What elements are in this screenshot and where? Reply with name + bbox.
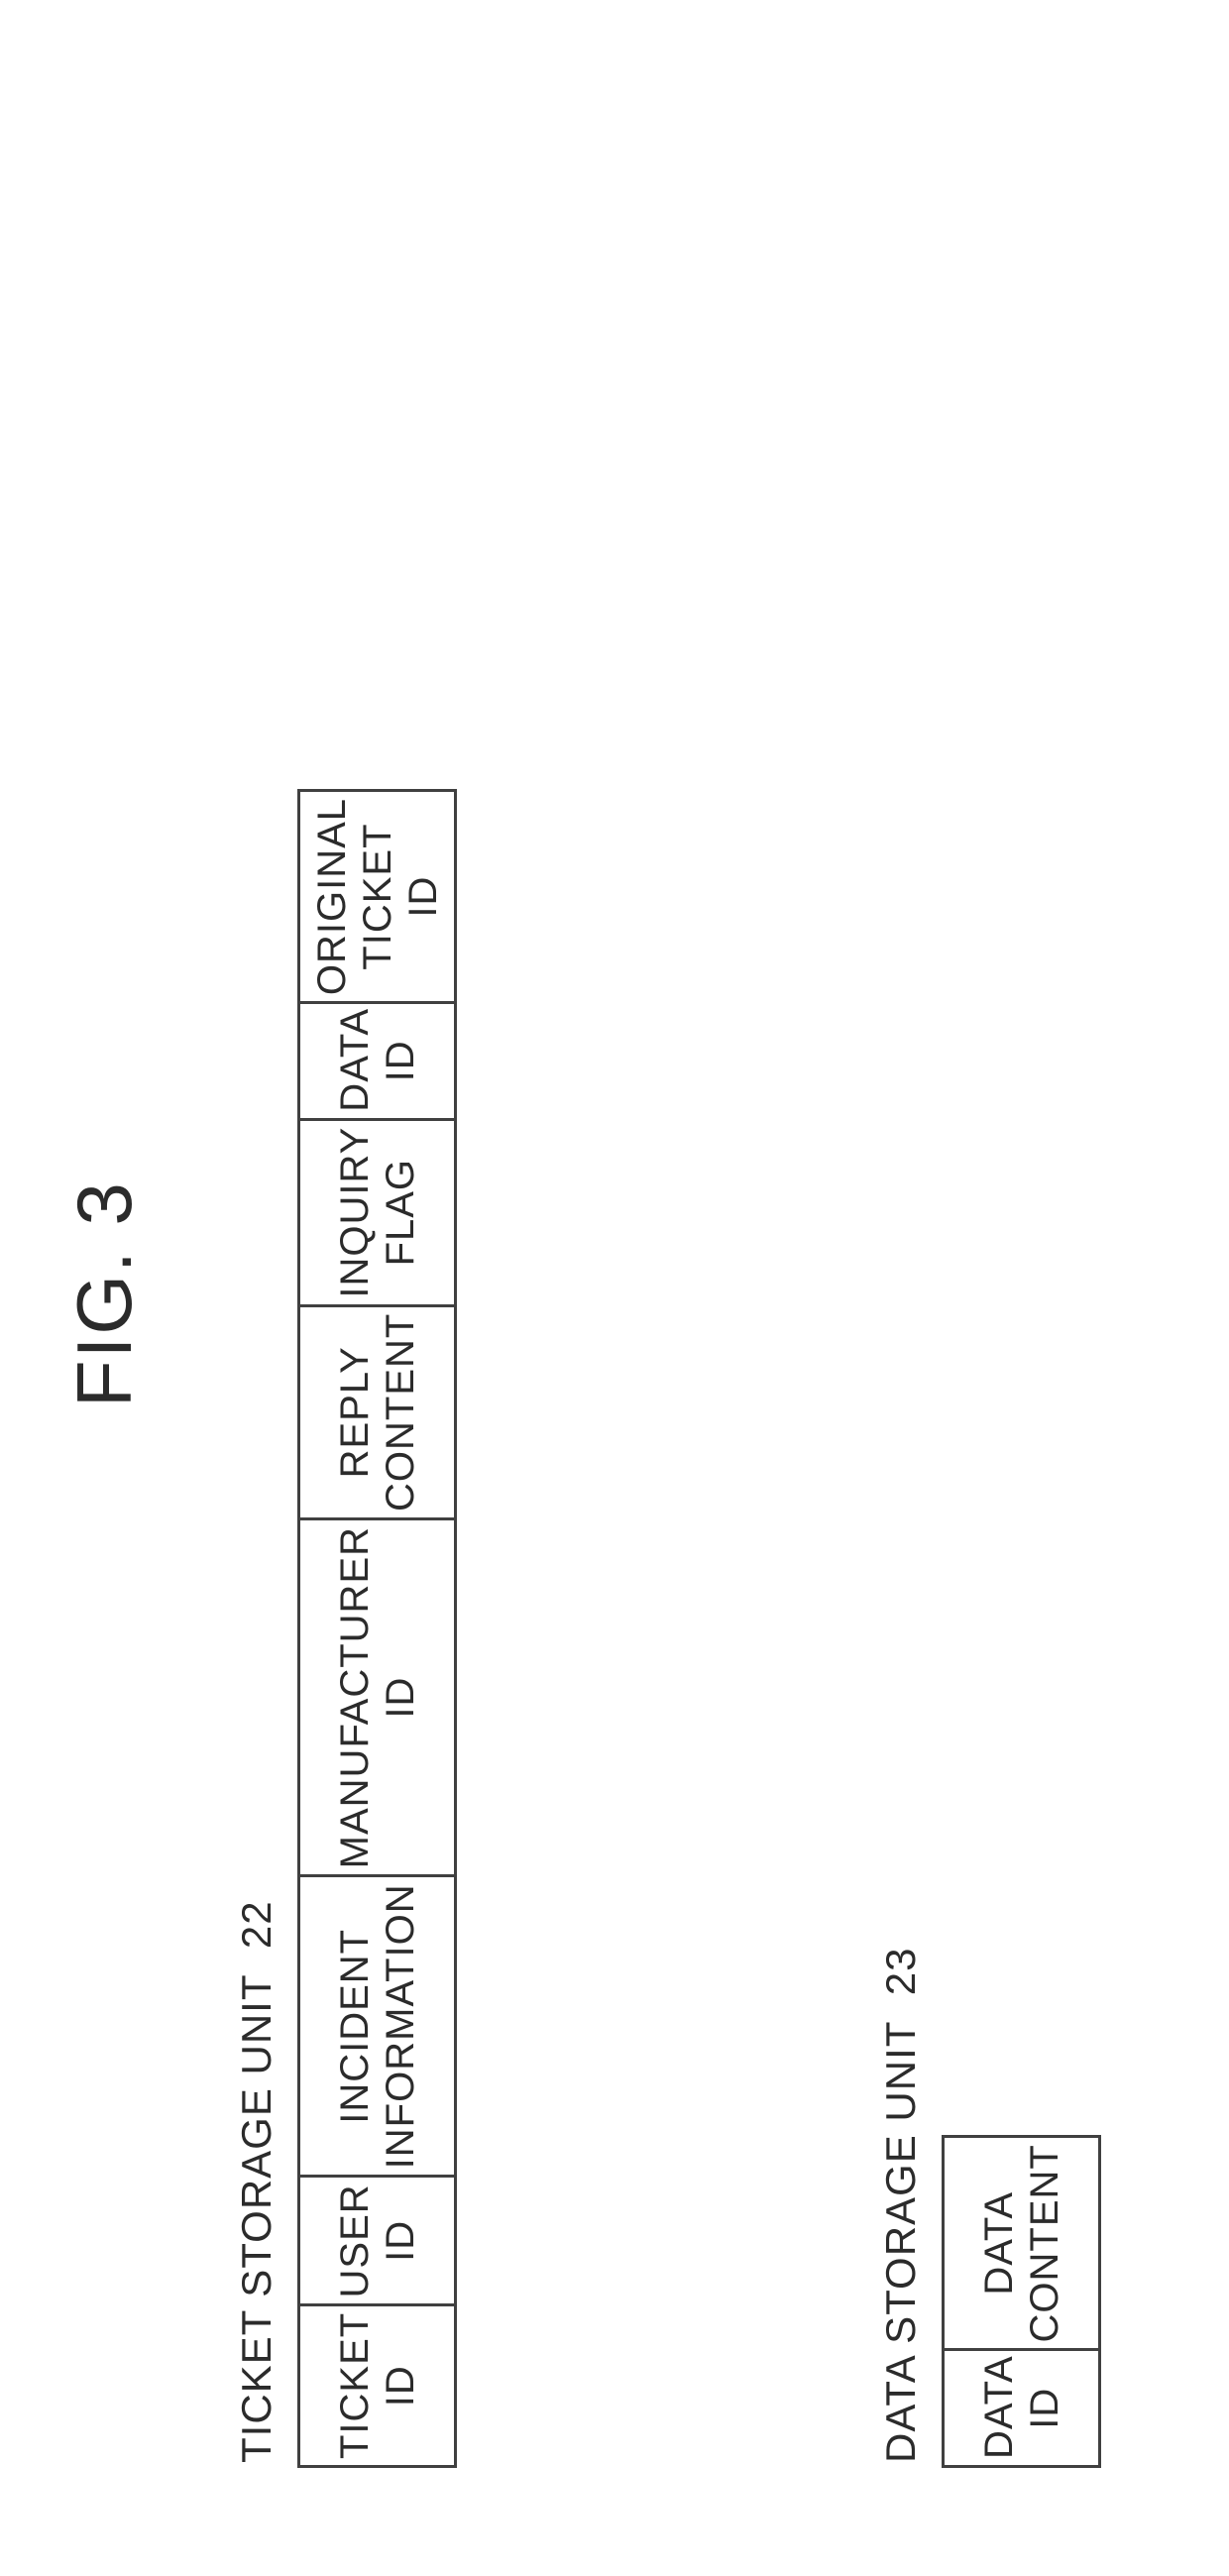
col-data-id: DATA ID [299,1003,456,1120]
table-row: DATA ID DATA CONTENT [944,2137,1100,2467]
ticket-storage-number: 22 [233,1900,279,1949]
col-reply-content: REPLYCONTENT [299,1305,456,1518]
col-manufacturer-id: MANUFACTURERID [299,1518,456,1875]
col-incident-information: INCIDENTINFORMATION [299,1876,456,2177]
data-storage-table: DATA ID DATA CONTENT [942,2135,1101,2468]
ticket-storage-table: TICKET ID USER ID INCIDENTINFORMATION MA… [297,789,457,2468]
col-user-id: USER ID [299,2177,456,2305]
col-inquiry-flag: INQUIRYFLAG [299,1119,456,1305]
ticket-storage-label-text: TICKET STORAGE UNIT [233,1973,279,2463]
col-data-content: DATA CONTENT [944,2137,1100,2350]
col-ticket-id: TICKET ID [299,2305,456,2467]
figure-canvas: FIG. 3 TICKET STORAGE UNIT 22 TICKET ID … [0,0,1229,2576]
figure-title: FIG. 3 [59,1180,150,1407]
ticket-storage-label: TICKET STORAGE UNIT 22 [233,1900,280,2463]
col-data-id-2: DATA ID [944,2350,1100,2467]
data-storage-label: DATA STORAGE UNIT 23 [877,1948,925,2463]
col-original-ticket-id: ORIGINALTICKET ID [299,790,456,1002]
data-storage-label-text: DATA STORAGE UNIT [877,2021,924,2463]
table-row: TICKET ID USER ID INCIDENTINFORMATION MA… [299,790,456,2466]
data-storage-number: 23 [877,1948,924,1996]
